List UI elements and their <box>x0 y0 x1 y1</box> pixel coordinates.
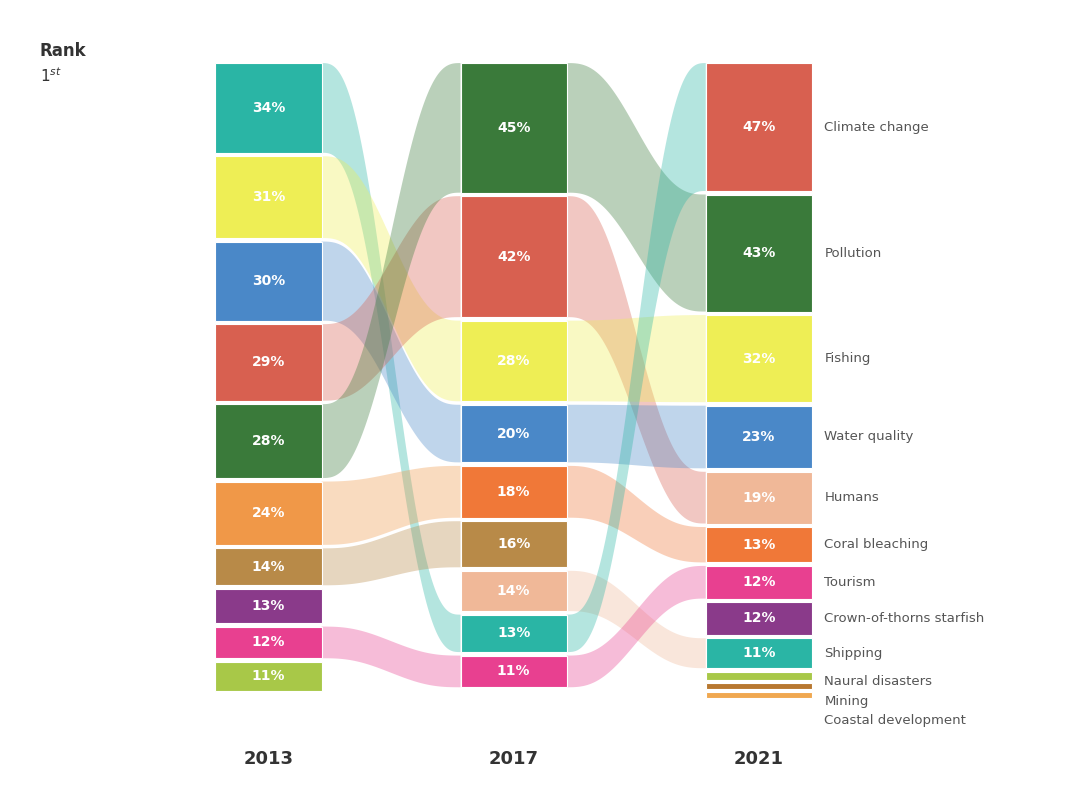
Text: 24%: 24% <box>252 506 286 520</box>
Text: 28%: 28% <box>497 354 531 368</box>
Text: Climate change: Climate change <box>824 121 929 133</box>
Bar <box>216 548 322 585</box>
Text: 2017: 2017 <box>488 750 538 768</box>
Text: 30%: 30% <box>252 274 286 288</box>
Bar <box>706 63 812 191</box>
Bar <box>460 656 567 687</box>
Polygon shape <box>567 571 706 668</box>
Polygon shape <box>322 156 460 401</box>
Bar <box>706 472 812 523</box>
Bar <box>216 63 322 153</box>
Text: 20%: 20% <box>497 426 531 440</box>
Text: 43%: 43% <box>742 246 776 260</box>
Bar <box>216 481 322 545</box>
Text: 28%: 28% <box>252 434 286 448</box>
Text: Crown-of-thorns starfish: Crown-of-thorns starfish <box>824 612 984 625</box>
Bar <box>706 602 812 635</box>
Bar <box>706 406 812 468</box>
Polygon shape <box>322 63 460 478</box>
Bar <box>216 589 322 623</box>
Bar <box>460 466 567 518</box>
Text: 34%: 34% <box>252 101 286 115</box>
Text: 11%: 11% <box>252 669 286 683</box>
Text: Pollution: Pollution <box>824 247 882 259</box>
Text: 12%: 12% <box>742 575 776 589</box>
Bar <box>706 566 812 599</box>
Text: 13%: 13% <box>497 626 531 641</box>
Polygon shape <box>322 466 460 545</box>
Bar <box>706 693 812 698</box>
Text: Fishing: Fishing <box>824 352 871 365</box>
Bar <box>460 321 567 401</box>
Polygon shape <box>567 405 706 468</box>
Polygon shape <box>322 196 460 400</box>
Text: 11%: 11% <box>742 646 776 660</box>
Text: 32%: 32% <box>742 351 776 366</box>
Polygon shape <box>322 242 460 463</box>
Text: 14%: 14% <box>497 584 531 598</box>
Bar <box>460 521 567 567</box>
Text: 12%: 12% <box>742 611 776 626</box>
Text: Water quality: Water quality <box>824 430 913 444</box>
Text: 18%: 18% <box>497 485 531 499</box>
Text: 11%: 11% <box>497 664 531 678</box>
Text: Mining: Mining <box>824 695 869 708</box>
Text: Humans: Humans <box>824 491 879 504</box>
Polygon shape <box>567 315 706 402</box>
Polygon shape <box>322 521 460 585</box>
Text: 29%: 29% <box>252 355 286 370</box>
Bar <box>706 671 812 680</box>
Text: 23%: 23% <box>742 430 776 444</box>
Bar <box>216 404 322 478</box>
Text: Naural disasters: Naural disasters <box>824 675 932 688</box>
Bar <box>216 156 322 238</box>
Text: 19%: 19% <box>742 491 776 504</box>
Polygon shape <box>567 566 706 687</box>
Bar <box>706 638 812 668</box>
Bar <box>706 315 812 402</box>
Bar <box>216 242 322 321</box>
Bar <box>460 615 567 652</box>
Text: 16%: 16% <box>497 537 531 552</box>
Bar <box>460 571 567 611</box>
Bar <box>216 324 322 400</box>
Text: 2021: 2021 <box>734 750 784 768</box>
Text: Tourism: Tourism <box>824 576 875 589</box>
Text: 42%: 42% <box>497 250 531 264</box>
Polygon shape <box>567 63 706 652</box>
Text: Coral bleaching: Coral bleaching <box>824 538 929 552</box>
Text: 12%: 12% <box>252 635 286 649</box>
Text: 31%: 31% <box>252 190 286 204</box>
Text: Coastal development: Coastal development <box>824 715 966 727</box>
Polygon shape <box>567 63 706 311</box>
Polygon shape <box>567 466 706 563</box>
Text: 2013: 2013 <box>243 750 293 768</box>
Bar <box>216 662 322 691</box>
Text: 45%: 45% <box>497 121 531 135</box>
Bar <box>460 196 567 317</box>
Bar <box>460 63 567 193</box>
Polygon shape <box>322 626 460 687</box>
Text: 14%: 14% <box>252 559 286 574</box>
Text: 13%: 13% <box>742 537 776 552</box>
Bar <box>706 683 812 689</box>
Text: Shipping: Shipping <box>824 647 883 660</box>
Text: 47%: 47% <box>742 120 776 134</box>
Text: 13%: 13% <box>252 599 286 613</box>
Text: 1$^{st}$: 1$^{st}$ <box>39 67 61 85</box>
Polygon shape <box>322 63 460 652</box>
Polygon shape <box>567 196 706 523</box>
Text: Rank: Rank <box>39 42 86 60</box>
Bar <box>216 626 322 658</box>
Bar <box>706 527 812 563</box>
Bar <box>706 195 812 311</box>
Bar <box>460 405 567 463</box>
